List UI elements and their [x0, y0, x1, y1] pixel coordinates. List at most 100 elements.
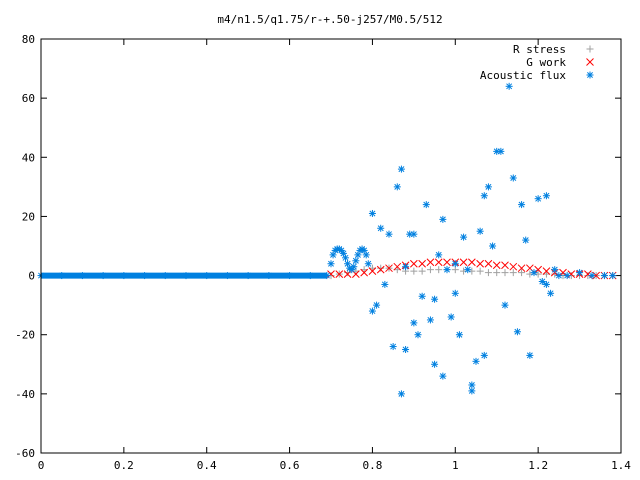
x-tick: 0.6 — [280, 39, 300, 472]
data-point — [418, 292, 426, 300]
data-point — [410, 267, 418, 275]
x-tick-label: 0.4 — [197, 459, 217, 472]
data-point — [426, 316, 434, 324]
data-point — [600, 272, 608, 280]
data-point — [385, 264, 393, 273]
data-point — [244, 272, 252, 280]
data-point — [509, 269, 517, 277]
x-tick: 0.2 — [114, 39, 134, 472]
y-tick-label: 40 — [22, 151, 35, 164]
data-point — [393, 262, 402, 271]
data-point — [497, 147, 505, 155]
data-point — [431, 295, 439, 303]
data-point — [397, 390, 405, 398]
data-point — [468, 387, 476, 395]
legend-label: R stress — [513, 43, 566, 56]
data-point — [389, 343, 397, 351]
data-point — [431, 360, 439, 368]
data-point — [364, 260, 372, 268]
data-point — [476, 267, 484, 275]
data-point — [410, 259, 418, 268]
y-tick-label: -20 — [15, 329, 35, 342]
data-point — [368, 267, 377, 275]
data-point — [484, 183, 492, 191]
data-point — [443, 258, 451, 267]
data-point — [563, 272, 571, 280]
data-point — [323, 272, 331, 280]
data-point — [538, 277, 546, 285]
data-point — [555, 272, 563, 280]
data-point — [584, 270, 592, 278]
legend-marker — [586, 71, 594, 79]
data-point — [518, 269, 526, 277]
data-point — [410, 319, 418, 327]
y-tick-label: 0 — [28, 270, 35, 283]
legend-entry: Acoustic flux — [480, 69, 594, 82]
data-point — [542, 280, 550, 288]
data-point — [567, 270, 576, 278]
data-point — [443, 266, 451, 274]
data-point — [447, 313, 455, 321]
data-point — [327, 270, 335, 278]
data-point — [513, 328, 521, 336]
x-tick-label: 1.4 — [611, 459, 631, 472]
data-point — [265, 272, 273, 280]
legend-marker — [586, 45, 594, 53]
y-tick: -40 — [15, 388, 621, 401]
data-point — [141, 272, 149, 280]
data-point — [464, 266, 472, 274]
x-tick: 1.2 — [528, 39, 548, 472]
chart-title: m4/n1.5/q1.75/r-+.50-j257/M0.5/512 — [217, 13, 442, 26]
data-point — [223, 272, 231, 280]
y-tick: 40 — [22, 151, 621, 164]
data-point — [418, 267, 426, 275]
y-tick-label: -40 — [15, 388, 35, 401]
data-point — [509, 262, 518, 271]
data-point — [352, 257, 360, 265]
x-tick-label: 0 — [38, 459, 45, 472]
data-point — [435, 251, 443, 259]
data-point — [530, 269, 538, 277]
data-point — [501, 269, 509, 277]
data-point — [327, 260, 335, 268]
data-point — [460, 233, 468, 241]
data-point — [360, 268, 368, 277]
data-point — [451, 289, 459, 297]
data-point — [522, 236, 530, 244]
data-point — [547, 289, 555, 297]
data-point — [517, 264, 526, 273]
data-point — [78, 272, 86, 280]
data-point — [472, 357, 480, 365]
data-point — [451, 266, 459, 274]
data-point — [426, 258, 435, 267]
data-point — [459, 258, 468, 267]
data-point — [376, 265, 385, 274]
data-point — [368, 307, 376, 315]
data-point — [418, 259, 426, 268]
x-tick-label: 0.6 — [280, 459, 300, 472]
data-point — [484, 259, 493, 268]
data-point — [373, 301, 381, 309]
data-point — [493, 269, 501, 277]
data-point — [362, 251, 370, 259]
data-point — [385, 230, 393, 238]
data-point — [489, 242, 497, 250]
data-point — [576, 269, 584, 277]
data-point — [99, 272, 107, 280]
data-point — [480, 192, 488, 200]
y-tick: -20 — [15, 329, 621, 342]
x-tick: 0.8 — [362, 39, 382, 472]
data-point — [381, 280, 389, 288]
data-point — [439, 372, 447, 380]
x-tick: 1 — [452, 39, 459, 472]
data-point — [393, 183, 401, 191]
data-point — [439, 215, 447, 223]
data-point — [426, 266, 434, 274]
legend-marker — [586, 58, 594, 66]
data-point — [422, 201, 430, 209]
legend-label: G work — [526, 56, 566, 69]
data-point — [435, 266, 443, 274]
data-point — [501, 261, 509, 270]
y-tick: 20 — [22, 210, 621, 223]
